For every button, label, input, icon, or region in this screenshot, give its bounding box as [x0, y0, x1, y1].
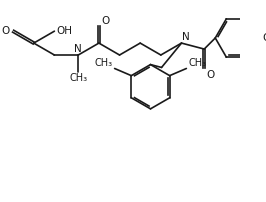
Text: CH₃: CH₃	[188, 58, 206, 68]
Text: N: N	[74, 44, 82, 54]
Text: O: O	[206, 70, 214, 80]
Text: O: O	[2, 26, 10, 36]
Text: N: N	[182, 32, 190, 42]
Text: O: O	[101, 16, 110, 25]
Text: CH₃: CH₃	[95, 58, 113, 68]
Text: OH: OH	[56, 26, 72, 36]
Text: Cl: Cl	[262, 33, 266, 43]
Text: CH₃: CH₃	[69, 73, 87, 83]
